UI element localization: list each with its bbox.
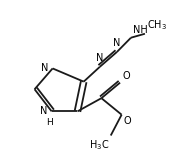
Text: N: N (41, 63, 49, 73)
Text: H$_3$C: H$_3$C (89, 138, 109, 152)
Text: N: N (96, 53, 104, 63)
Text: CH$_3$: CH$_3$ (147, 18, 166, 32)
Text: H: H (46, 118, 53, 127)
Text: N: N (40, 106, 48, 116)
Text: O: O (124, 116, 132, 126)
Text: NH: NH (132, 25, 147, 35)
Text: N: N (113, 38, 121, 48)
Text: O: O (122, 71, 130, 81)
